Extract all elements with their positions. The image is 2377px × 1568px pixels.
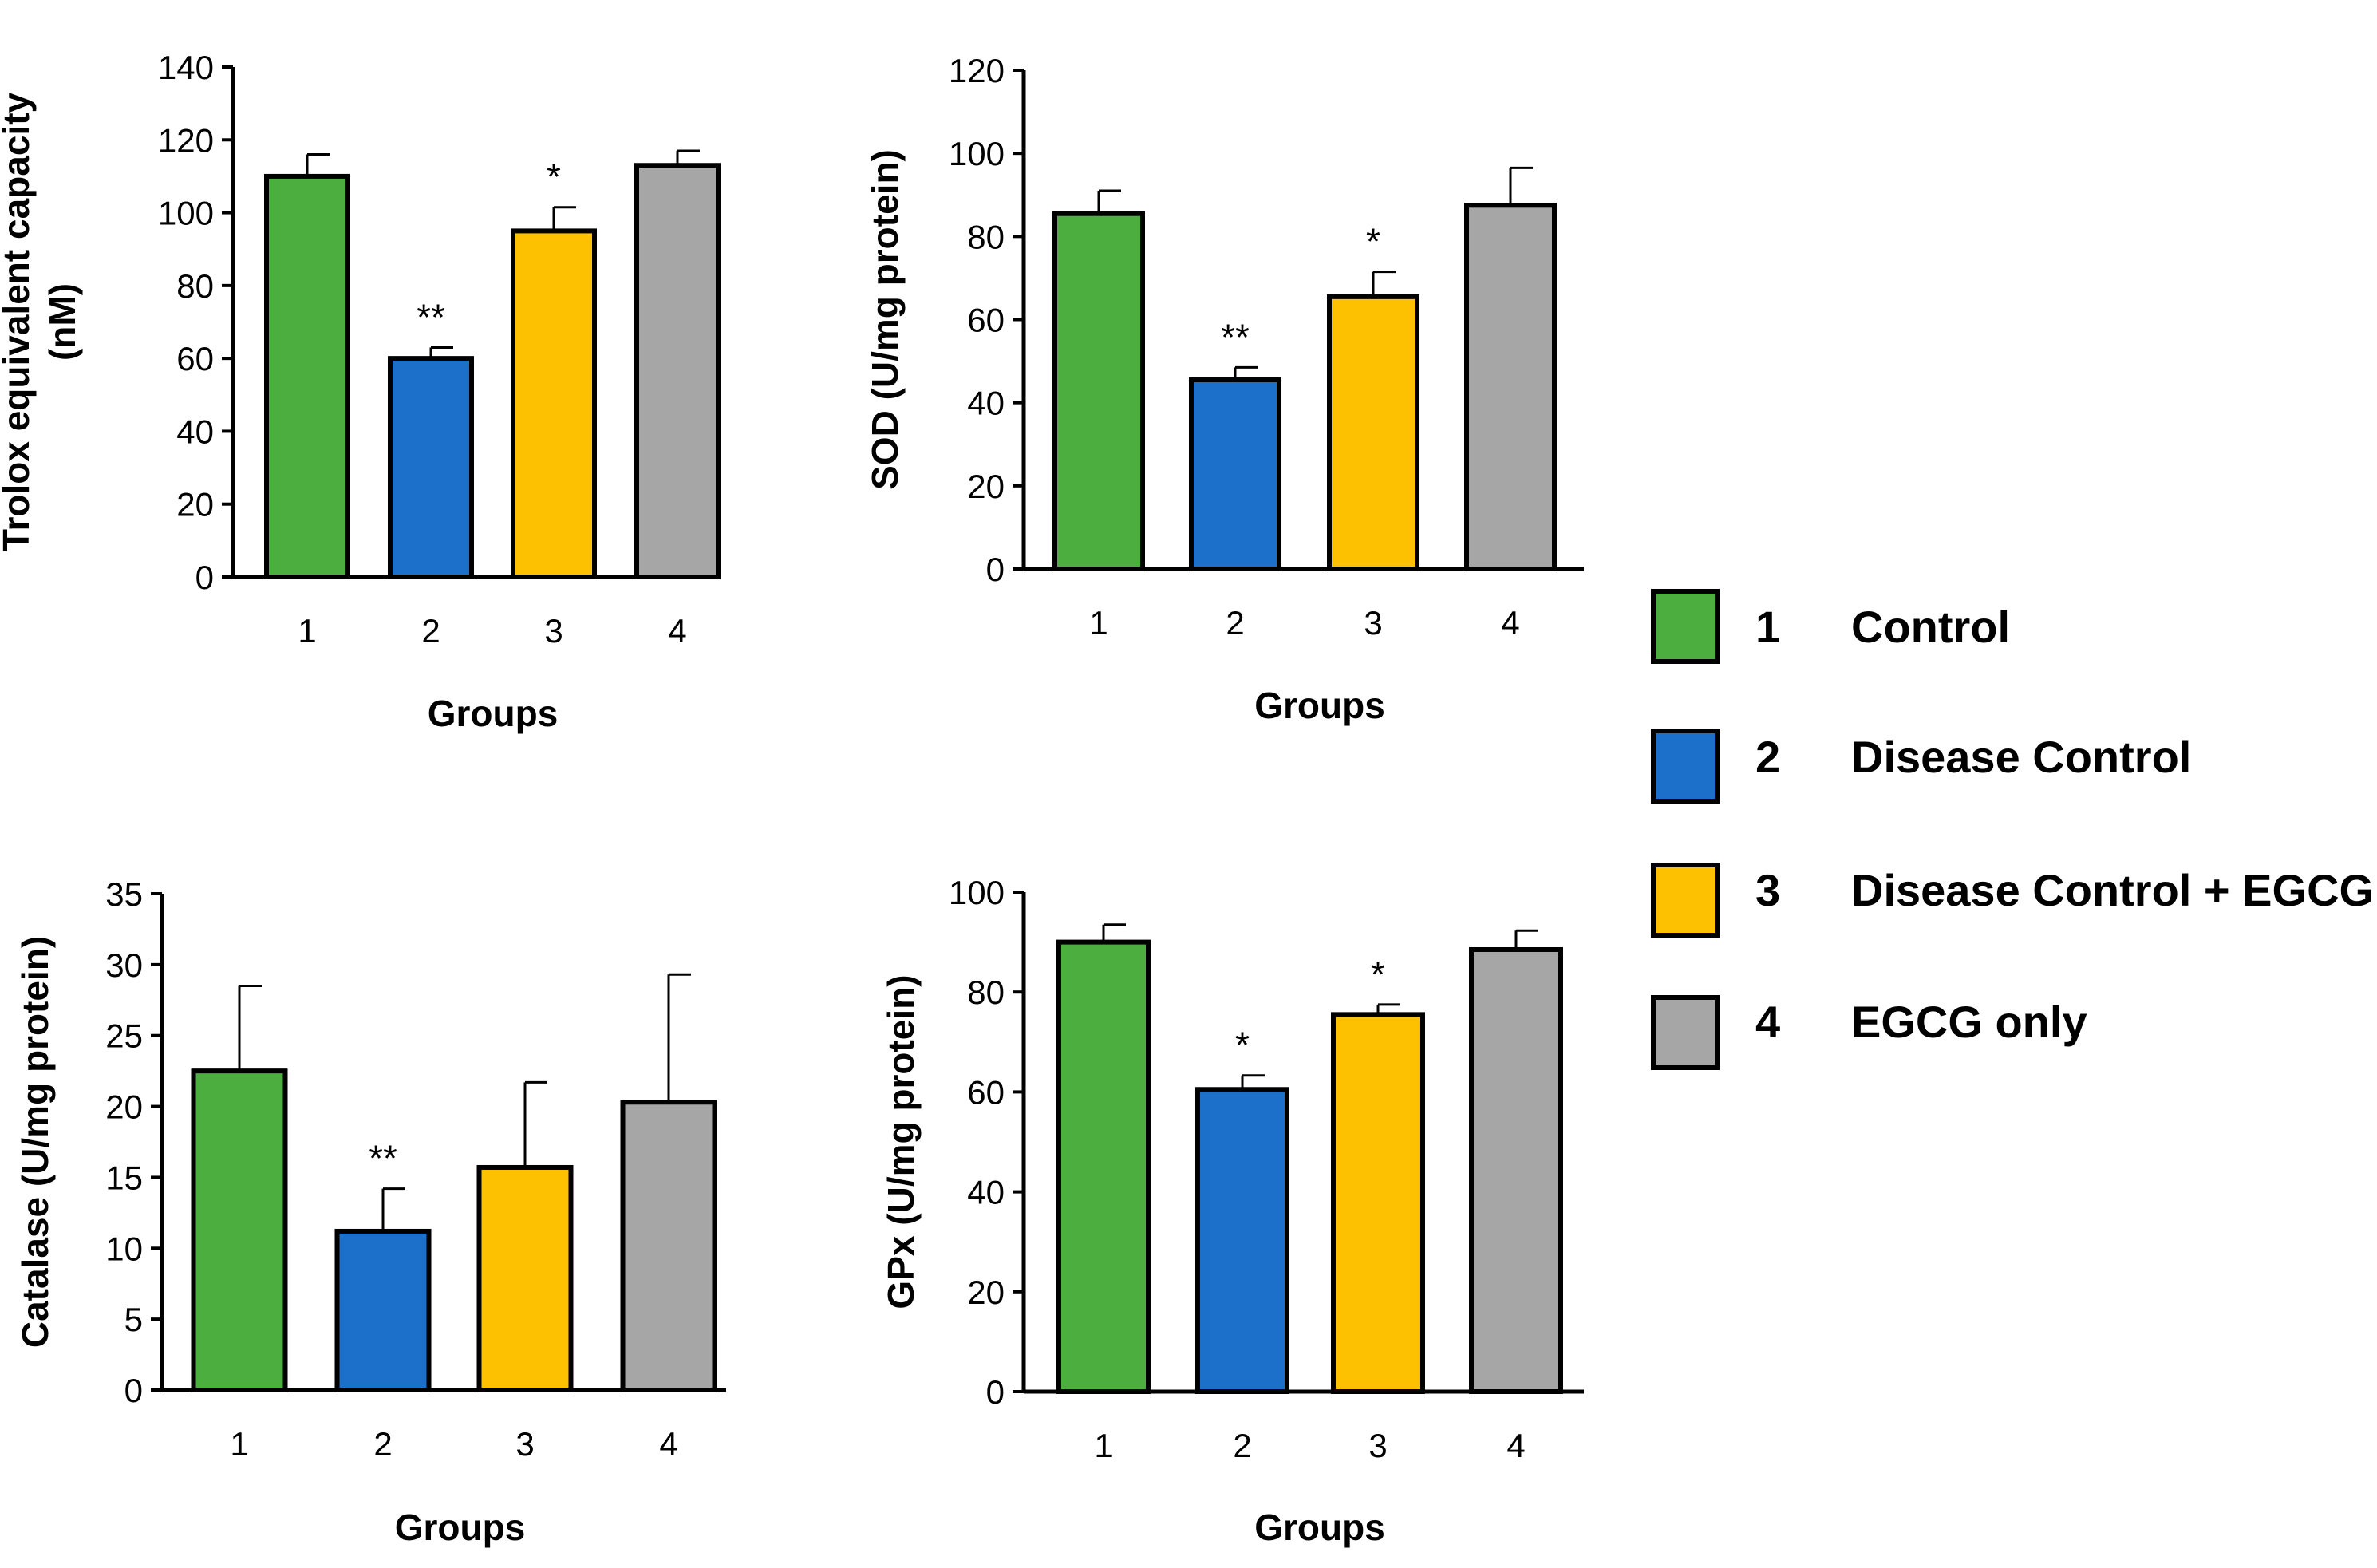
y-tick-label-gpx: 20 (967, 1274, 1005, 1311)
x-tick-label-sod: 2 (1226, 604, 1244, 642)
y-axis-title-gpx: GPx (U/mg protein) (880, 974, 922, 1309)
y-tick-label-trolox: 20 (176, 486, 214, 523)
y-tick-label-sod: 80 (967, 218, 1005, 255)
x-axis-title-trolox: Groups (428, 693, 559, 734)
bar-catalase-group-3 (476, 1164, 574, 1392)
legend-label-control: Control (1851, 602, 2010, 652)
significance-catalase-group-2: ** (369, 1138, 397, 1179)
x-tick-label-catalase: 1 (230, 1425, 248, 1463)
x-tick-label-sod: 3 (1364, 604, 1382, 642)
y-tick-label-catalase: 30 (105, 946, 143, 984)
legend-label-disease-control: Disease Control (1851, 732, 2191, 782)
bar-trolox-group-3 (511, 228, 597, 579)
y-tick-label-catalase: 0 (124, 1372, 143, 1409)
x-tick-label-gpx: 3 (1368, 1427, 1387, 1464)
legend-swatch-control (1651, 589, 1720, 664)
y-axis-title-sod: SOD (U/mg protein) (864, 149, 906, 490)
y-tick-label-sod: 20 (967, 468, 1005, 505)
significance-trolox-group-3: * (547, 156, 561, 198)
bar-trolox-group-2 (388, 356, 474, 579)
bar-gpx-group-1 (1056, 939, 1151, 1394)
bar-catalase-group-2 (334, 1228, 432, 1392)
x-tick-label-gpx: 4 (1506, 1427, 1525, 1464)
y-axis-title-catalase: Catalase (U/mg protein) (14, 936, 56, 1348)
legend-swatch-disease-control (1651, 729, 1720, 804)
x-tick-label-gpx: 2 (1233, 1427, 1251, 1464)
bar-trolox-group-4 (634, 163, 721, 579)
legend-swatch-egcg-only (1651, 995, 1720, 1070)
bar-trolox-group-1 (264, 173, 350, 580)
y-tick-label-sod: 120 (949, 52, 1005, 89)
x-tick-label-gpx: 1 (1094, 1427, 1112, 1464)
y-tick-label-gpx: 40 (967, 1174, 1005, 1211)
legend-label-egcg-only: EGCG only (1851, 997, 2087, 1047)
x-tick-label-trolox: 4 (668, 612, 686, 650)
x-tick-label-catalase: 2 (373, 1425, 392, 1463)
y-tick-label-sod: 40 (967, 385, 1005, 422)
bar-gpx-group-4 (1469, 946, 1563, 1394)
significance-sod-group-3: * (1366, 221, 1380, 263)
bar-catalase-group-4 (620, 1100, 717, 1392)
y-tick-label-trolox: 80 (176, 267, 214, 305)
x-tick-label-trolox: 1 (298, 612, 316, 650)
y-tick-label-catalase: 15 (105, 1159, 143, 1196)
y-tick-label-catalase: 25 (105, 1017, 143, 1055)
bar-sod-group-1 (1052, 211, 1145, 571)
x-tick-label-catalase: 3 (515, 1425, 534, 1463)
legend-number-1: 1 (1755, 602, 1780, 652)
bar-catalase-group-1 (191, 1068, 288, 1392)
x-axis-title-sod: Groups (1254, 685, 1385, 726)
y-tick-label-sod: 0 (986, 551, 1005, 588)
bar-sod-group-3 (1327, 294, 1419, 571)
x-tick-label-trolox: 2 (421, 612, 440, 650)
legend-number-4: 4 (1755, 997, 1780, 1047)
y-tick-label-catalase: 5 (124, 1301, 143, 1338)
y-tick-label-trolox: 0 (195, 559, 214, 596)
y-tick-label-trolox: 140 (158, 49, 214, 86)
y-tick-label-sod: 60 (967, 302, 1005, 339)
x-tick-label-sod: 1 (1089, 604, 1108, 642)
legend: 1 Control 2 Disease Control 3 Disease Co… (1651, 589, 2374, 1070)
bar-sod-group-2 (1189, 377, 1281, 572)
y-tick-label-trolox: 100 (158, 195, 214, 232)
y-tick-label-catalase: 10 (105, 1230, 143, 1267)
y-tick-label-gpx: 60 (967, 1073, 1005, 1111)
x-axis-title-gpx: Groups (1254, 1507, 1385, 1548)
significance-trolox-group-2: ** (417, 296, 445, 338)
y-tick-label-catalase: 35 (105, 875, 143, 913)
chart-sod: 0 20 40 60 80 100 120 1 ** 2 * 3 4 Groups SOD (U/mg pr… (864, 52, 1584, 726)
chart-gpx: 0 20 40 60 80 100 1 * 2 * 3 4 Groups GPx (U/mg protei… (880, 874, 1584, 1548)
y-tick-label-gpx: 80 (967, 974, 1005, 1011)
significance-gpx-group-3: * (1371, 954, 1385, 995)
y-axis-title-trolox: (nM) (41, 283, 83, 361)
legend-swatch-disease-control-egcg (1651, 863, 1720, 938)
y-tick-label-trolox: 120 (158, 121, 214, 159)
legend-number-3: 3 (1755, 865, 1780, 915)
significance-gpx-group-2: * (1235, 1025, 1250, 1066)
y-tick-label-trolox: 60 (176, 340, 214, 377)
y-tick-label-gpx: 0 (986, 1373, 1005, 1411)
chart-catalase: 0 5 10 15 20 25 30 35 1 ** 2 3 4 Groups Catalase (U/mg… (14, 875, 726, 1548)
y-tick-label-trolox: 40 (176, 413, 214, 450)
chart-trolox: 0 20 40 60 80 100 120 140 1 ** 2 * 3 4 Groups Trolox eq… (0, 49, 721, 734)
bar-sod-group-4 (1464, 203, 1557, 571)
bar-gpx-group-3 (1331, 1012, 1425, 1394)
x-tick-label-sod: 4 (1501, 604, 1519, 642)
x-axis-title-catalase: Groups (395, 1507, 526, 1548)
y-tick-label-catalase: 20 (105, 1088, 143, 1126)
legend-label-disease-control-egcg: Disease Control + EGCG (1851, 865, 2374, 915)
x-tick-label-trolox: 3 (544, 612, 563, 650)
x-tick-label-catalase: 4 (659, 1425, 677, 1463)
legend-number-2: 2 (1755, 732, 1780, 782)
y-tick-label-sod: 100 (949, 135, 1005, 172)
significance-sod-group-2: ** (1221, 316, 1250, 357)
y-axis-title-trolox: Trolox equivalent capacity (0, 92, 37, 551)
y-tick-label-gpx: 100 (949, 874, 1005, 911)
bar-gpx-group-2 (1195, 1087, 1289, 1395)
